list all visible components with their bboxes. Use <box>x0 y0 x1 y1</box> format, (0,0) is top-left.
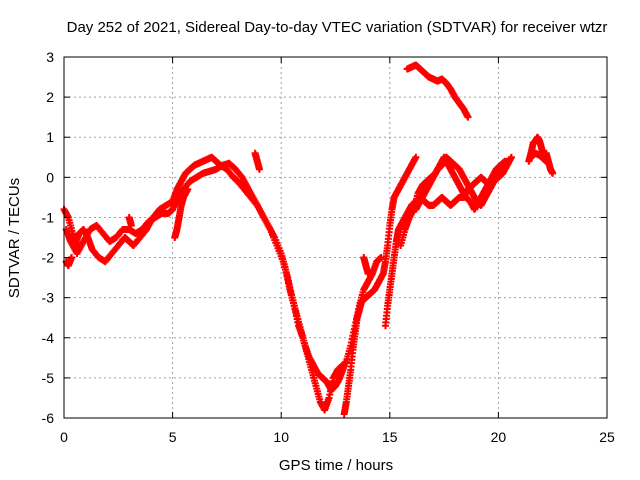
series-tracks-F <box>412 153 511 213</box>
data-point <box>364 270 372 278</box>
y-tick-label: -1 <box>42 209 55 225</box>
grid-layer <box>64 57 607 418</box>
data-point <box>412 153 420 161</box>
data-point <box>503 157 511 165</box>
x-tick-label: 5 <box>169 429 177 445</box>
data-point <box>184 185 192 193</box>
series-layer <box>60 61 557 418</box>
series-tracks-H <box>525 133 557 177</box>
y-tick-label: 0 <box>46 169 54 185</box>
series-tracks-I <box>62 149 372 278</box>
y-tick-label: -3 <box>42 290 55 306</box>
chart-title: Day 252 of 2021, Sidereal Day-to-day VTE… <box>67 19 608 36</box>
y-tick-label: -4 <box>42 330 55 346</box>
y-tick-label: 2 <box>46 89 54 105</box>
y-tick-label: -6 <box>42 410 55 426</box>
data-point <box>255 165 263 173</box>
y-axis-ticks: -6 -5 -4 -3 -2 -1 0 1 2 3 <box>42 49 607 426</box>
y-axis-label: SDTVAR / TECUs <box>6 178 23 298</box>
data-point <box>377 254 385 262</box>
series-tracks-C <box>340 153 420 418</box>
data-point <box>507 153 515 161</box>
data-point <box>464 113 472 121</box>
x-tick-label: 10 <box>273 429 289 445</box>
data-point <box>544 159 552 167</box>
x-axis-label: GPS time / hours <box>279 457 393 474</box>
data-point <box>549 169 557 177</box>
x-axis-ticks: 0 5 10 15 20 25 <box>60 57 615 445</box>
x-tick-label: 25 <box>599 429 615 445</box>
y-tick-label: -2 <box>42 250 55 266</box>
x-tick-label: 0 <box>60 429 68 445</box>
y-tick-label: 3 <box>46 49 54 65</box>
x-tick-label: 20 <box>491 429 507 445</box>
plot-frame <box>63 56 608 419</box>
y-tick-label: -5 <box>42 370 55 386</box>
series-tracks-G <box>403 61 472 121</box>
x-tick-label: 15 <box>382 429 398 445</box>
series-tracks-B <box>62 159 385 414</box>
y-tick-label: 1 <box>46 129 54 145</box>
data-point <box>127 221 135 229</box>
